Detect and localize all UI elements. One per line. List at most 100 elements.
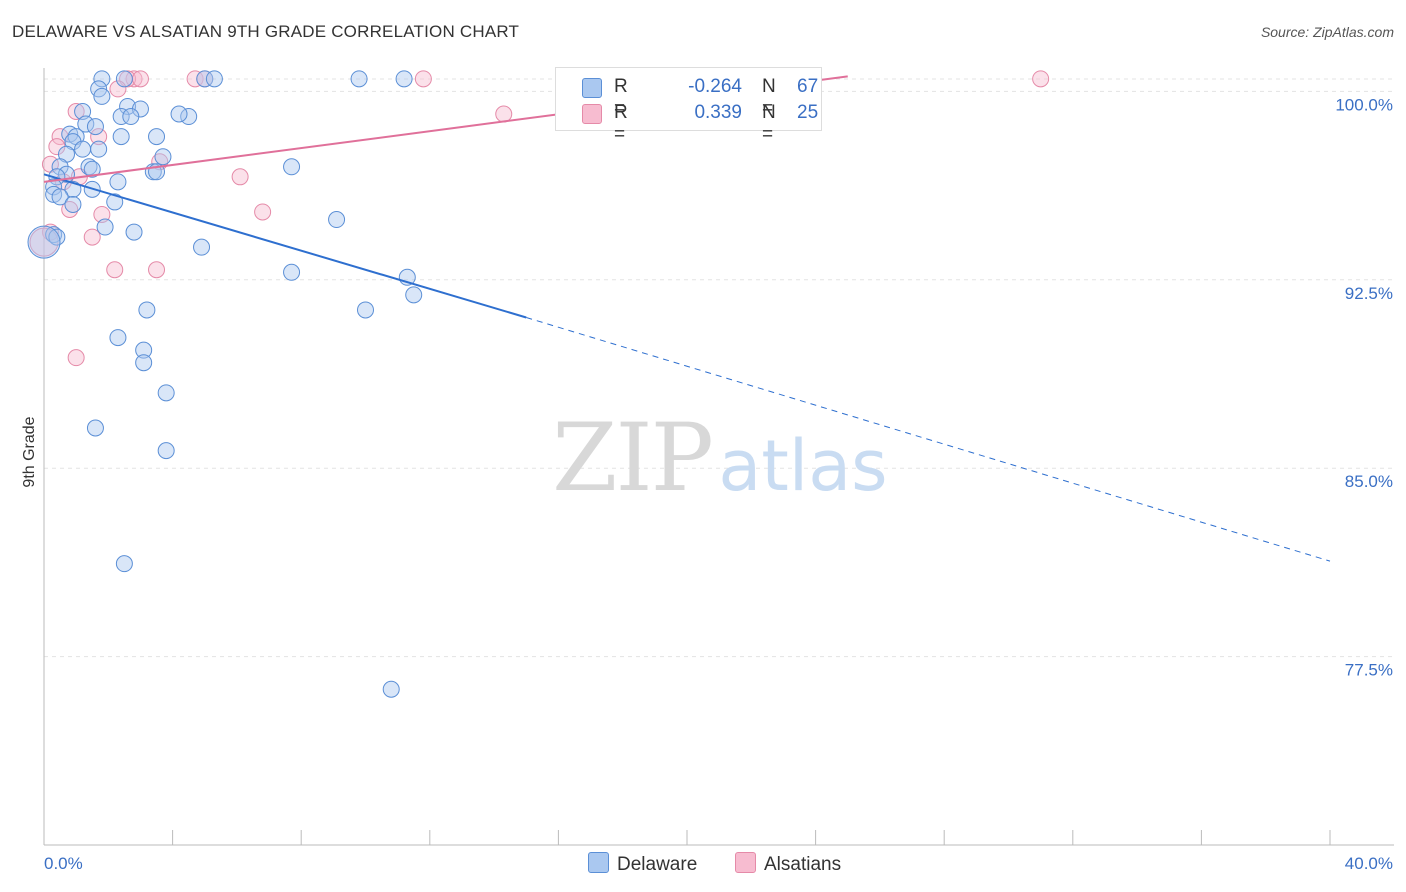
y-axis-label: 9th Grade [21, 416, 38, 487]
delaware-point [77, 115, 95, 133]
delaware-point [112, 128, 130, 146]
x-tick-label-min: 0.0% [44, 854, 83, 873]
alsatian-point [67, 349, 85, 367]
r-value: 0.339 [694, 102, 742, 123]
y-tick-label: 77.5% [1345, 661, 1393, 680]
alsatian-point [125, 70, 143, 88]
delaware-point [157, 384, 175, 402]
r-label: R = [614, 102, 628, 145]
alsatian-point [231, 168, 249, 186]
r-label: R = [614, 76, 628, 119]
delaware-point [135, 354, 153, 372]
legend-item-delaware: Delaware [588, 852, 697, 876]
delaware-point [112, 108, 130, 126]
delaware-point [135, 341, 153, 359]
watermark-atlas: atlas [718, 425, 887, 507]
alsatian-point [131, 70, 149, 88]
watermark-zip: ZIP [552, 404, 712, 513]
delaware-point [83, 160, 101, 178]
delaware-points [27, 70, 423, 698]
delaware-point [328, 211, 346, 229]
alsatian-point [67, 102, 85, 120]
alsatian-point [83, 228, 101, 246]
delaware-point [154, 148, 172, 166]
n-label: N = [762, 76, 776, 119]
alsatian-point [495, 105, 513, 123]
delaware-point [48, 228, 66, 246]
delaware-point [86, 118, 104, 136]
delaware-point [357, 301, 374, 319]
alsatian-point [61, 200, 79, 218]
delaware-point [138, 301, 156, 319]
alsatians-legend-label: Alsatians [764, 854, 842, 875]
alsatian-point [106, 261, 124, 279]
alsatian-point [93, 205, 111, 223]
delaware-point [86, 419, 104, 437]
delaware-point [51, 188, 69, 206]
delaware-trend-extension [526, 317, 1331, 562]
delaware-point [80, 158, 98, 176]
legend-item-alsatians: Alsatians [735, 852, 841, 876]
alsatian-point [148, 261, 166, 279]
alsatian-point [109, 80, 127, 98]
delaware-point [106, 193, 124, 211]
alsatian-point [29, 227, 59, 257]
n-label: N = [762, 102, 776, 145]
tick-labels: 77.5% 85.0% 92.5% 100.0% 0.0% 40.0% [44, 95, 1393, 873]
alsatian-swatch [582, 104, 602, 124]
delaware-point [119, 97, 137, 115]
delaware-point [64, 180, 82, 198]
y-tick-label: 85.0% [1345, 472, 1393, 491]
y-tick-label: 92.5% [1345, 284, 1393, 303]
delaware-legend-swatch [588, 852, 609, 873]
delaware-point [283, 263, 301, 281]
alsatian-point [90, 128, 108, 146]
delaware-swatch [582, 78, 602, 98]
delaware-point [283, 158, 301, 176]
delaware-point [193, 238, 211, 256]
delaware-point [115, 70, 133, 88]
delaware-point [395, 70, 413, 88]
delaware-point [196, 70, 214, 88]
alsatian-point [186, 70, 204, 88]
delaware-point [205, 70, 223, 88]
delaware-point [93, 70, 111, 88]
delaware-point [96, 218, 114, 236]
delaware-point [93, 87, 111, 105]
delaware-point [45, 226, 63, 244]
alsatian-point [1032, 70, 1050, 88]
delaware-point [74, 140, 92, 158]
axes [43, 68, 1394, 846]
delaware-point [122, 108, 140, 126]
delaware-point [109, 329, 127, 347]
delaware-point [27, 225, 61, 259]
delaware-trend-line [43, 173, 527, 319]
delaware-point [180, 108, 198, 126]
x-tick-label-max: 40.0% [1345, 854, 1393, 873]
delaware-point [350, 70, 368, 88]
delaware-point [157, 442, 175, 460]
delaware-point [382, 680, 400, 698]
source-label: Source: ZipAtlas.com [1260, 24, 1394, 40]
delaware-point [148, 128, 166, 146]
delaware-point [109, 173, 127, 191]
gridlines [44, 78, 1394, 658]
delaware-point [115, 555, 133, 573]
delaware-point [64, 195, 82, 213]
delaware-point [74, 102, 92, 120]
delaware-point [405, 286, 423, 304]
correlation-legend: R = -0.264 N = 67 R = 0.339 N = 25 [555, 67, 822, 145]
y-tick-label: 100.0% [1335, 95, 1393, 114]
alsatian-point [254, 203, 272, 221]
n-value: 25 [797, 102, 819, 123]
delaware-legend-label: Delaware [617, 854, 698, 875]
alsatian-point [414, 70, 432, 88]
delaware-point [170, 105, 188, 123]
r-value: -0.264 [688, 76, 742, 97]
chart-title: DELAWARE VS ALSATIAN 9TH GRADE CORRELATI… [12, 22, 520, 41]
delaware-point [125, 223, 143, 241]
n-value: 67 [797, 76, 819, 97]
delaware-point [90, 140, 108, 158]
watermark: ZIP atlas [552, 404, 887, 513]
